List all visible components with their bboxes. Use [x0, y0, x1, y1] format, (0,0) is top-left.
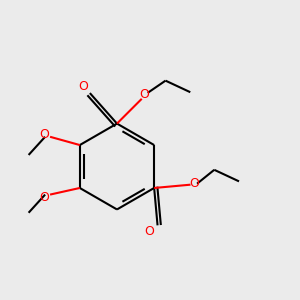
Text: O: O [190, 176, 200, 190]
Text: O: O [144, 225, 154, 238]
Text: O: O [39, 191, 49, 204]
Text: O: O [39, 128, 49, 141]
Text: O: O [78, 80, 88, 93]
Text: O: O [140, 88, 149, 101]
